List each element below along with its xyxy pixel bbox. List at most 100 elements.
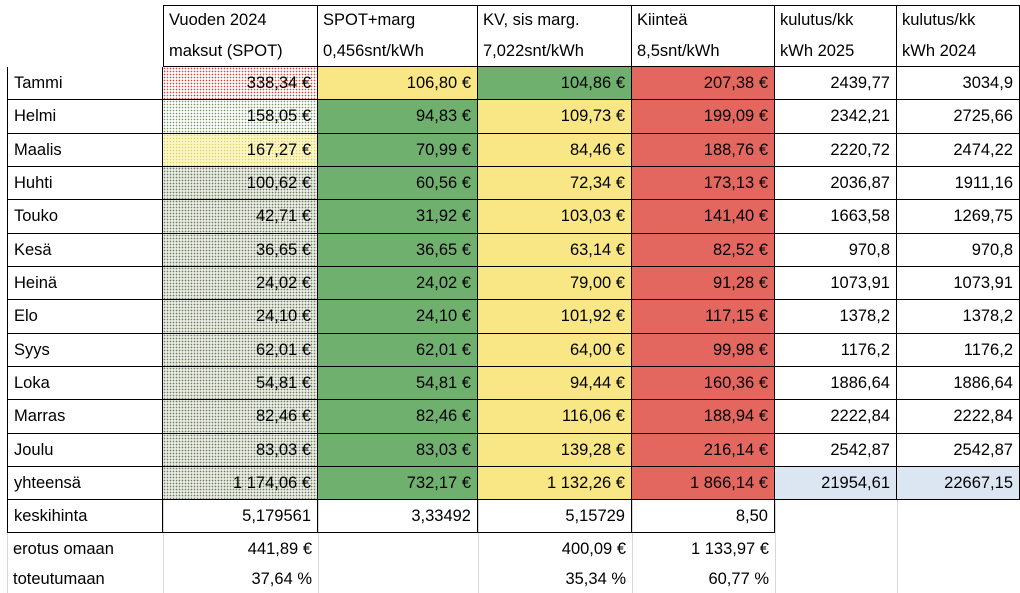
cell-spot_marg[interactable]: 83,03 € [318, 434, 478, 467]
cell-kwh2024[interactable]: 2474,22 [897, 134, 1020, 167]
cell-kwh2025[interactable]: 1886,64 [775, 367, 897, 400]
cell-spot2024[interactable]: 158,05 € [163, 100, 318, 134]
cell-spot2024[interactable]: 24,10 € [163, 300, 318, 334]
cell-kv[interactable]: 64,00 € [478, 334, 632, 367]
cell-spot2024[interactable]: 82,46 € [163, 400, 318, 434]
cell-kwh2025[interactable]: 2439,77 [775, 67, 897, 100]
cell-kiintea[interactable]: 160,36 € [632, 367, 775, 400]
cell-spot2024[interactable]: 167,27 € [163, 134, 318, 167]
column-header-2[interactable]: KV, sis marg. 7,022snt/kWh [478, 5, 632, 67]
diff-label[interactable]: erotus omaan [7, 533, 163, 565]
month-label[interactable]: Syys [7, 334, 163, 367]
avg-spot_marg[interactable]: 3,33492 [318, 500, 478, 533]
cell-kwh2024[interactable]: 1911,16 [897, 167, 1020, 200]
cell-kv[interactable]: 116,06 € [478, 400, 632, 434]
total-label[interactable]: yhteensä [7, 467, 163, 500]
cell-spot_marg[interactable]: 62,01 € [318, 334, 478, 367]
cell-spot_marg[interactable]: 24,10 € [318, 300, 478, 334]
column-header-5[interactable]: kulutus/kk kWh 2024 [897, 5, 1020, 67]
column-header-0[interactable]: Vuoden 2024 maksut (SPOT) [163, 5, 318, 67]
column-header-1[interactable]: SPOT+marg 0,456snt/kWh [318, 5, 478, 67]
ratio-kiintea[interactable]: 60,77 % [632, 565, 775, 593]
cell-spot_marg[interactable]: 70,99 € [318, 134, 478, 167]
diff-kv[interactable]: 400,09 € [478, 533, 632, 565]
cell-kwh2025[interactable]: 1073,91 [775, 267, 897, 300]
column-header-3[interactable]: Kiinteä 8,5snt/kWh [632, 5, 775, 67]
cell-kv[interactable]: 104,86 € [478, 67, 632, 100]
month-label[interactable]: Huhti [7, 167, 163, 200]
month-label[interactable]: Maalis [7, 134, 163, 167]
cell-kwh2025[interactable]: 2220,72 [775, 134, 897, 167]
month-label[interactable]: Marras [7, 400, 163, 434]
cell-kv[interactable]: 84,46 € [478, 134, 632, 167]
cell-kv[interactable]: 63,14 € [478, 234, 632, 267]
avg-spot2024[interactable]: 5,179561 [163, 500, 318, 533]
cell-kiintea[interactable]: 216,14 € [632, 434, 775, 467]
ratio-spot2024[interactable]: 37,64 % [163, 565, 318, 593]
cell-spot2024[interactable]: 36,65 € [163, 234, 318, 267]
cell-kv[interactable]: 101,92 € [478, 300, 632, 334]
cell-kiintea[interactable]: 82,52 € [632, 234, 775, 267]
column-header-4[interactable]: kulutus/kk kWh 2025 [775, 5, 897, 67]
cell-kwh2025[interactable]: 1378,2 [775, 300, 897, 334]
cell-spot_marg[interactable]: 60,56 € [318, 167, 478, 200]
diff-spot2024[interactable]: 441,89 € [163, 533, 318, 565]
avg-label[interactable]: keskihinta [7, 500, 163, 533]
cell-kiintea[interactable]: 199,09 € [632, 100, 775, 134]
cell-kiintea[interactable]: 141,40 € [632, 200, 775, 234]
total-kv[interactable]: 1 132,26 € [478, 467, 632, 500]
cell-kwh2024[interactable]: 1073,91 [897, 267, 1020, 300]
cell-spot_marg[interactable]: 94,83 € [318, 100, 478, 134]
month-label[interactable]: Tammi [7, 67, 163, 100]
cell-kv[interactable]: 103,03 € [478, 200, 632, 234]
month-label[interactable]: Touko [7, 200, 163, 234]
total-kwh2025[interactable]: 21954,61 [775, 467, 897, 500]
cell-kiintea[interactable]: 117,15 € [632, 300, 775, 334]
month-label[interactable]: Elo [7, 300, 163, 334]
cell-kiintea[interactable]: 99,98 € [632, 334, 775, 367]
cell-kv[interactable]: 72,34 € [478, 167, 632, 200]
cell-spot2024[interactable]: 338,34 € [163, 67, 318, 100]
cell-spot2024[interactable]: 24,02 € [163, 267, 318, 300]
cell-kwh2025[interactable]: 1663,58 [775, 200, 897, 234]
cell-spot_marg[interactable]: 31,92 € [318, 200, 478, 234]
cell-spot2024[interactable]: 54,81 € [163, 367, 318, 400]
total-spot_marg[interactable]: 732,17 € [318, 467, 478, 500]
cell-kwh2025[interactable]: 2342,21 [775, 100, 897, 134]
cell-kv[interactable]: 139,28 € [478, 434, 632, 467]
cell-kwh2024[interactable]: 1886,64 [897, 367, 1020, 400]
avg-kiintea[interactable]: 8,50 [632, 500, 775, 533]
cell-kwh2024[interactable]: 2725,66 [897, 100, 1020, 134]
cell-spot_marg[interactable]: 54,81 € [318, 367, 478, 400]
month-label[interactable]: Helmi [7, 100, 163, 134]
month-label[interactable]: Joulu [7, 434, 163, 467]
ratio-label[interactable]: toteutumaan [7, 565, 163, 593]
cell-kv[interactable]: 94,44 € [478, 367, 632, 400]
month-label[interactable]: Kesä [7, 234, 163, 267]
cell-kv[interactable]: 79,00 € [478, 267, 632, 300]
cell-kwh2025[interactable]: 2036,87 [775, 167, 897, 200]
cell-spot_marg[interactable]: 36,65 € [318, 234, 478, 267]
cell-kwh2025[interactable]: 2542,87 [775, 434, 897, 467]
total-spot2024[interactable]: 1 174,06 € [163, 467, 318, 500]
cell-kwh2025[interactable]: 2222,84 [775, 400, 897, 434]
cell-kiintea[interactable]: 188,76 € [632, 134, 775, 167]
cell-spot_marg[interactable]: 82,46 € [318, 400, 478, 434]
cell-kwh2024[interactable]: 1269,75 [897, 200, 1020, 234]
cell-kiintea[interactable]: 173,13 € [632, 167, 775, 200]
month-label[interactable]: Loka [7, 367, 163, 400]
diff-kiintea[interactable]: 1 133,97 € [632, 533, 775, 565]
cell-kwh2024[interactable]: 2222,84 [897, 400, 1020, 434]
cell-kwh2024[interactable]: 2542,87 [897, 434, 1020, 467]
cell-kiintea[interactable]: 91,28 € [632, 267, 775, 300]
cell-kwh2025[interactable]: 970,8 [775, 234, 897, 267]
cell-kwh2025[interactable]: 1176,2 [775, 334, 897, 367]
cell-kwh2024[interactable]: 3034,9 [897, 67, 1020, 100]
cell-kiintea[interactable]: 207,38 € [632, 67, 775, 100]
avg-kv[interactable]: 5,15729 [478, 500, 632, 533]
ratio-kv[interactable]: 35,34 % [478, 565, 632, 593]
cell-spot2024[interactable]: 42,71 € [163, 200, 318, 234]
cell-spot2024[interactable]: 83,03 € [163, 434, 318, 467]
total-kiintea[interactable]: 1 866,14 € [632, 467, 775, 500]
month-label[interactable]: Heinä [7, 267, 163, 300]
